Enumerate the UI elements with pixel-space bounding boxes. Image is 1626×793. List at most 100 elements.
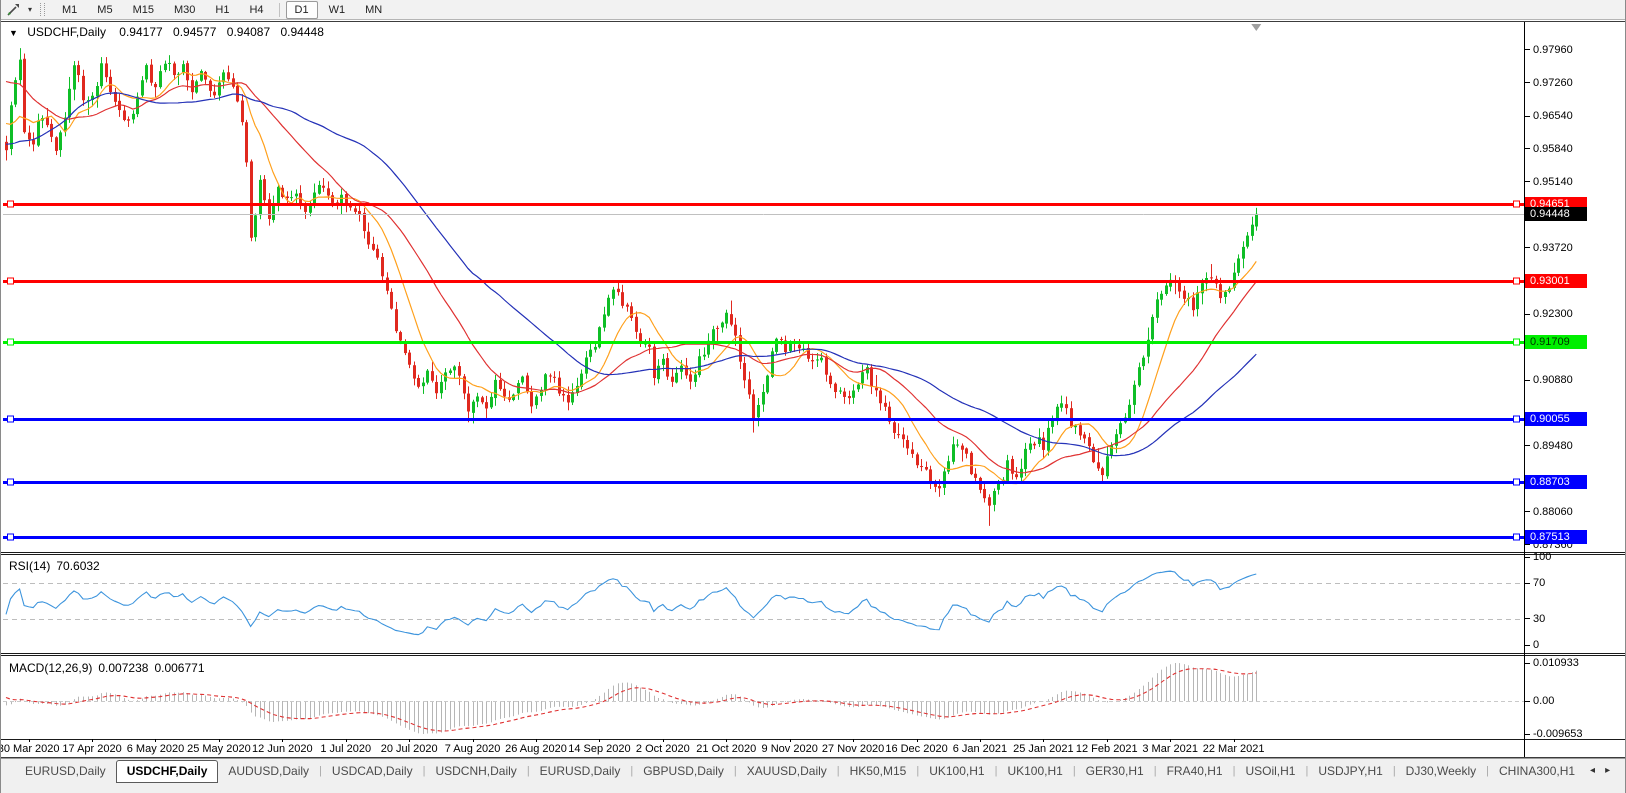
date-tick xyxy=(1043,739,1045,742)
tab-divider: | xyxy=(836,765,840,777)
tab-usoil-h1[interactable]: USOil,H1 xyxy=(1245,764,1296,778)
tab-uk100-h1[interactable]: UK100,H1 xyxy=(929,764,985,778)
date-label: 3 Mar 2021 xyxy=(1142,743,1199,755)
date-label: 21 Oct 2020 xyxy=(696,743,757,755)
macd-signal-value: 0.006771 xyxy=(154,661,205,675)
timeframe-buttons: M1 M5 M15 M30 H1 H4 D1 W1 MN xyxy=(52,0,392,19)
tab-usdjpy-h1[interactable]: USDJPY,H1 xyxy=(1318,764,1383,778)
symbol-dropdown-icon[interactable]: ▼ xyxy=(9,28,18,38)
tab-divider: | xyxy=(1392,765,1396,777)
tab-xauusd-daily[interactable]: XAUUSD,Daily xyxy=(746,764,827,778)
rsi-value: 70.6032 xyxy=(56,559,100,573)
date-label: 14 Sep 2020 xyxy=(568,743,631,755)
timeframe-w1[interactable]: W1 xyxy=(328,3,346,16)
tab-gbpusd-daily[interactable]: GBPUSD,Daily xyxy=(643,764,724,778)
tab-divider: | xyxy=(1232,765,1236,777)
date-label: 27 Nov 2020 xyxy=(821,743,885,755)
macd-tick-label: 0.00 xyxy=(1533,695,1555,707)
date-tick xyxy=(28,739,30,742)
date-label: 17 Apr 2020 xyxy=(62,743,122,755)
rsi-tick-dash xyxy=(1524,582,1530,584)
macd-panel-canvas[interactable] xyxy=(3,657,1524,739)
price-tick-label: 0.88060 xyxy=(1533,505,1573,518)
tab-scroll-right-icon[interactable]: ▸ xyxy=(1605,765,1611,776)
tab-usdchf-daily[interactable]: USDCHF,Daily xyxy=(115,760,219,783)
tool-dropdown-icon[interactable]: ▾ xyxy=(28,5,33,14)
toolbar-grip[interactable] xyxy=(40,3,46,16)
tab-divider: | xyxy=(916,765,920,777)
tab-uk100-h1[interactable]: UK100,H1 xyxy=(1007,764,1063,778)
rsi-label-row: RSI(14) 70.6032 xyxy=(9,559,106,573)
date-tick xyxy=(345,739,347,742)
chart-tabs: EURUSD,Daily USDCHF,Daily AUDUSD,Daily | USD… xyxy=(1,758,1625,793)
date-tick xyxy=(472,739,474,742)
rsi-panel-canvas[interactable] xyxy=(3,555,1524,652)
date-tick xyxy=(662,739,664,742)
tab-ger30-h1[interactable]: GER30,H1 xyxy=(1085,764,1144,778)
tab-audusd-daily[interactable]: AUDUSD,Daily xyxy=(228,764,310,778)
cursor-draw-icon[interactable] xyxy=(1,2,24,17)
macd-value: 0.007238 xyxy=(98,661,149,675)
timeframe-h4[interactable]: H4 xyxy=(249,3,264,16)
tab-hk50-m15[interactable]: HK50,M15 xyxy=(849,764,907,778)
tab-divider: | xyxy=(422,765,426,777)
ohlc-open: 0.94177 xyxy=(119,25,163,39)
tab-divider: | xyxy=(319,765,322,777)
macd-tick-label: -0.009653 xyxy=(1533,728,1583,740)
chart-window-frame xyxy=(1,21,1625,758)
date-tick xyxy=(916,739,918,742)
timeframe-m5[interactable]: M5 xyxy=(97,3,113,16)
date-tick xyxy=(282,739,284,742)
price-line-tag: 0.87513 xyxy=(1525,530,1587,545)
date-label: 25 Jan 2021 xyxy=(1013,743,1074,755)
price-tick-label: 0.90880 xyxy=(1533,374,1573,387)
rsi-tick-dash xyxy=(1524,644,1530,646)
price-chart-canvas[interactable] xyxy=(3,22,1524,552)
splitter-price-rsi[interactable] xyxy=(1,552,1625,553)
price-tick-label: 0.95840 xyxy=(1533,142,1573,155)
timeframe-mn[interactable]: MN xyxy=(365,3,383,16)
tab-usdcad-daily[interactable]: USDCAD,Daily xyxy=(331,764,413,778)
price-tick-dash xyxy=(1524,544,1530,546)
date-label: 7 Aug 2020 xyxy=(444,743,501,755)
splitter-price-rsi-line2 xyxy=(1,554,1625,555)
ohlc-low: 0.94087 xyxy=(226,25,271,39)
tab-divider: | xyxy=(630,765,634,777)
date-label: 6 Jan 2021 xyxy=(952,743,1008,755)
tab-eurusd-daily[interactable]: EURUSD,Daily xyxy=(25,764,106,778)
price-tick-dash xyxy=(1524,148,1530,150)
date-tick xyxy=(1106,739,1108,742)
date-label: 6 May 2020 xyxy=(126,743,185,755)
price-axis-line xyxy=(1524,22,1525,757)
tab-divider: | xyxy=(1486,765,1490,777)
tab-dj30-weekly[interactable]: DJ30,Weekly xyxy=(1405,764,1477,778)
tab-eurusd-daily[interactable]: EURUSD,Daily xyxy=(539,764,621,778)
date-label: 25 May 2020 xyxy=(187,743,251,755)
date-tick xyxy=(726,739,728,742)
rsi-label: RSI(14) xyxy=(9,559,51,573)
price-tick-dash xyxy=(1524,49,1530,51)
timeframe-h1[interactable]: H1 xyxy=(215,3,230,16)
macd-label: MACD(12,26,9) xyxy=(9,661,93,675)
price-line-tag: 0.94448 xyxy=(1525,206,1587,221)
date-label: 2 Oct 2020 xyxy=(635,743,690,755)
rsi-tick-label: 0 xyxy=(1533,639,1540,651)
tab-divider: | xyxy=(733,765,737,777)
macd-tick-dash xyxy=(1524,662,1530,664)
price-tick-label: 0.96540 xyxy=(1533,110,1573,123)
timeframe-m15[interactable]: M15 xyxy=(132,3,154,16)
price-tick-dash xyxy=(1524,313,1530,315)
tab-divider: | xyxy=(1153,765,1157,777)
price-line-tag: 0.88703 xyxy=(1525,474,1587,489)
timeframe-m1[interactable]: M1 xyxy=(62,3,78,16)
tab-china300-h1[interactable]: CHINA300,H1 xyxy=(1499,764,1576,778)
splitter-rsi-macd[interactable] xyxy=(1,653,1625,654)
ohlc-close: 0.94448 xyxy=(280,25,324,39)
tab-usdcnh-daily[interactable]: USDCNH,Daily xyxy=(435,764,517,778)
timeframe-m30[interactable]: M30 xyxy=(173,3,196,16)
tab-scroll-left-icon[interactable]: ◂ xyxy=(1590,765,1596,776)
macd-label-row: MACD(12,26,9) 0.007238 0.006771 xyxy=(9,661,211,675)
tab-fra40-h1[interactable]: FRA40,H1 xyxy=(1166,764,1223,778)
timeframe-d1[interactable]: D1 xyxy=(285,0,318,19)
